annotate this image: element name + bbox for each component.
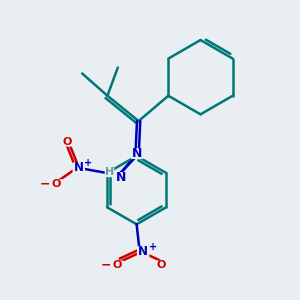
FancyBboxPatch shape: [50, 179, 63, 189]
FancyBboxPatch shape: [137, 246, 149, 257]
FancyBboxPatch shape: [73, 162, 85, 173]
Text: +: +: [84, 158, 92, 168]
Text: N: N: [116, 171, 127, 184]
FancyBboxPatch shape: [61, 137, 72, 147]
Text: N: N: [138, 245, 148, 258]
Text: N: N: [74, 161, 84, 174]
FancyBboxPatch shape: [105, 168, 114, 177]
Text: +: +: [149, 242, 157, 252]
Text: −: −: [39, 178, 50, 190]
Text: −: −: [101, 259, 112, 272]
Text: O: O: [157, 260, 166, 270]
Text: O: O: [52, 179, 61, 189]
FancyBboxPatch shape: [115, 172, 128, 183]
Text: O: O: [62, 137, 72, 147]
FancyBboxPatch shape: [156, 261, 166, 270]
FancyBboxPatch shape: [131, 148, 143, 159]
Text: N: N: [132, 147, 142, 160]
FancyBboxPatch shape: [111, 261, 124, 270]
Text: H: H: [105, 167, 114, 177]
Text: O: O: [112, 260, 122, 270]
